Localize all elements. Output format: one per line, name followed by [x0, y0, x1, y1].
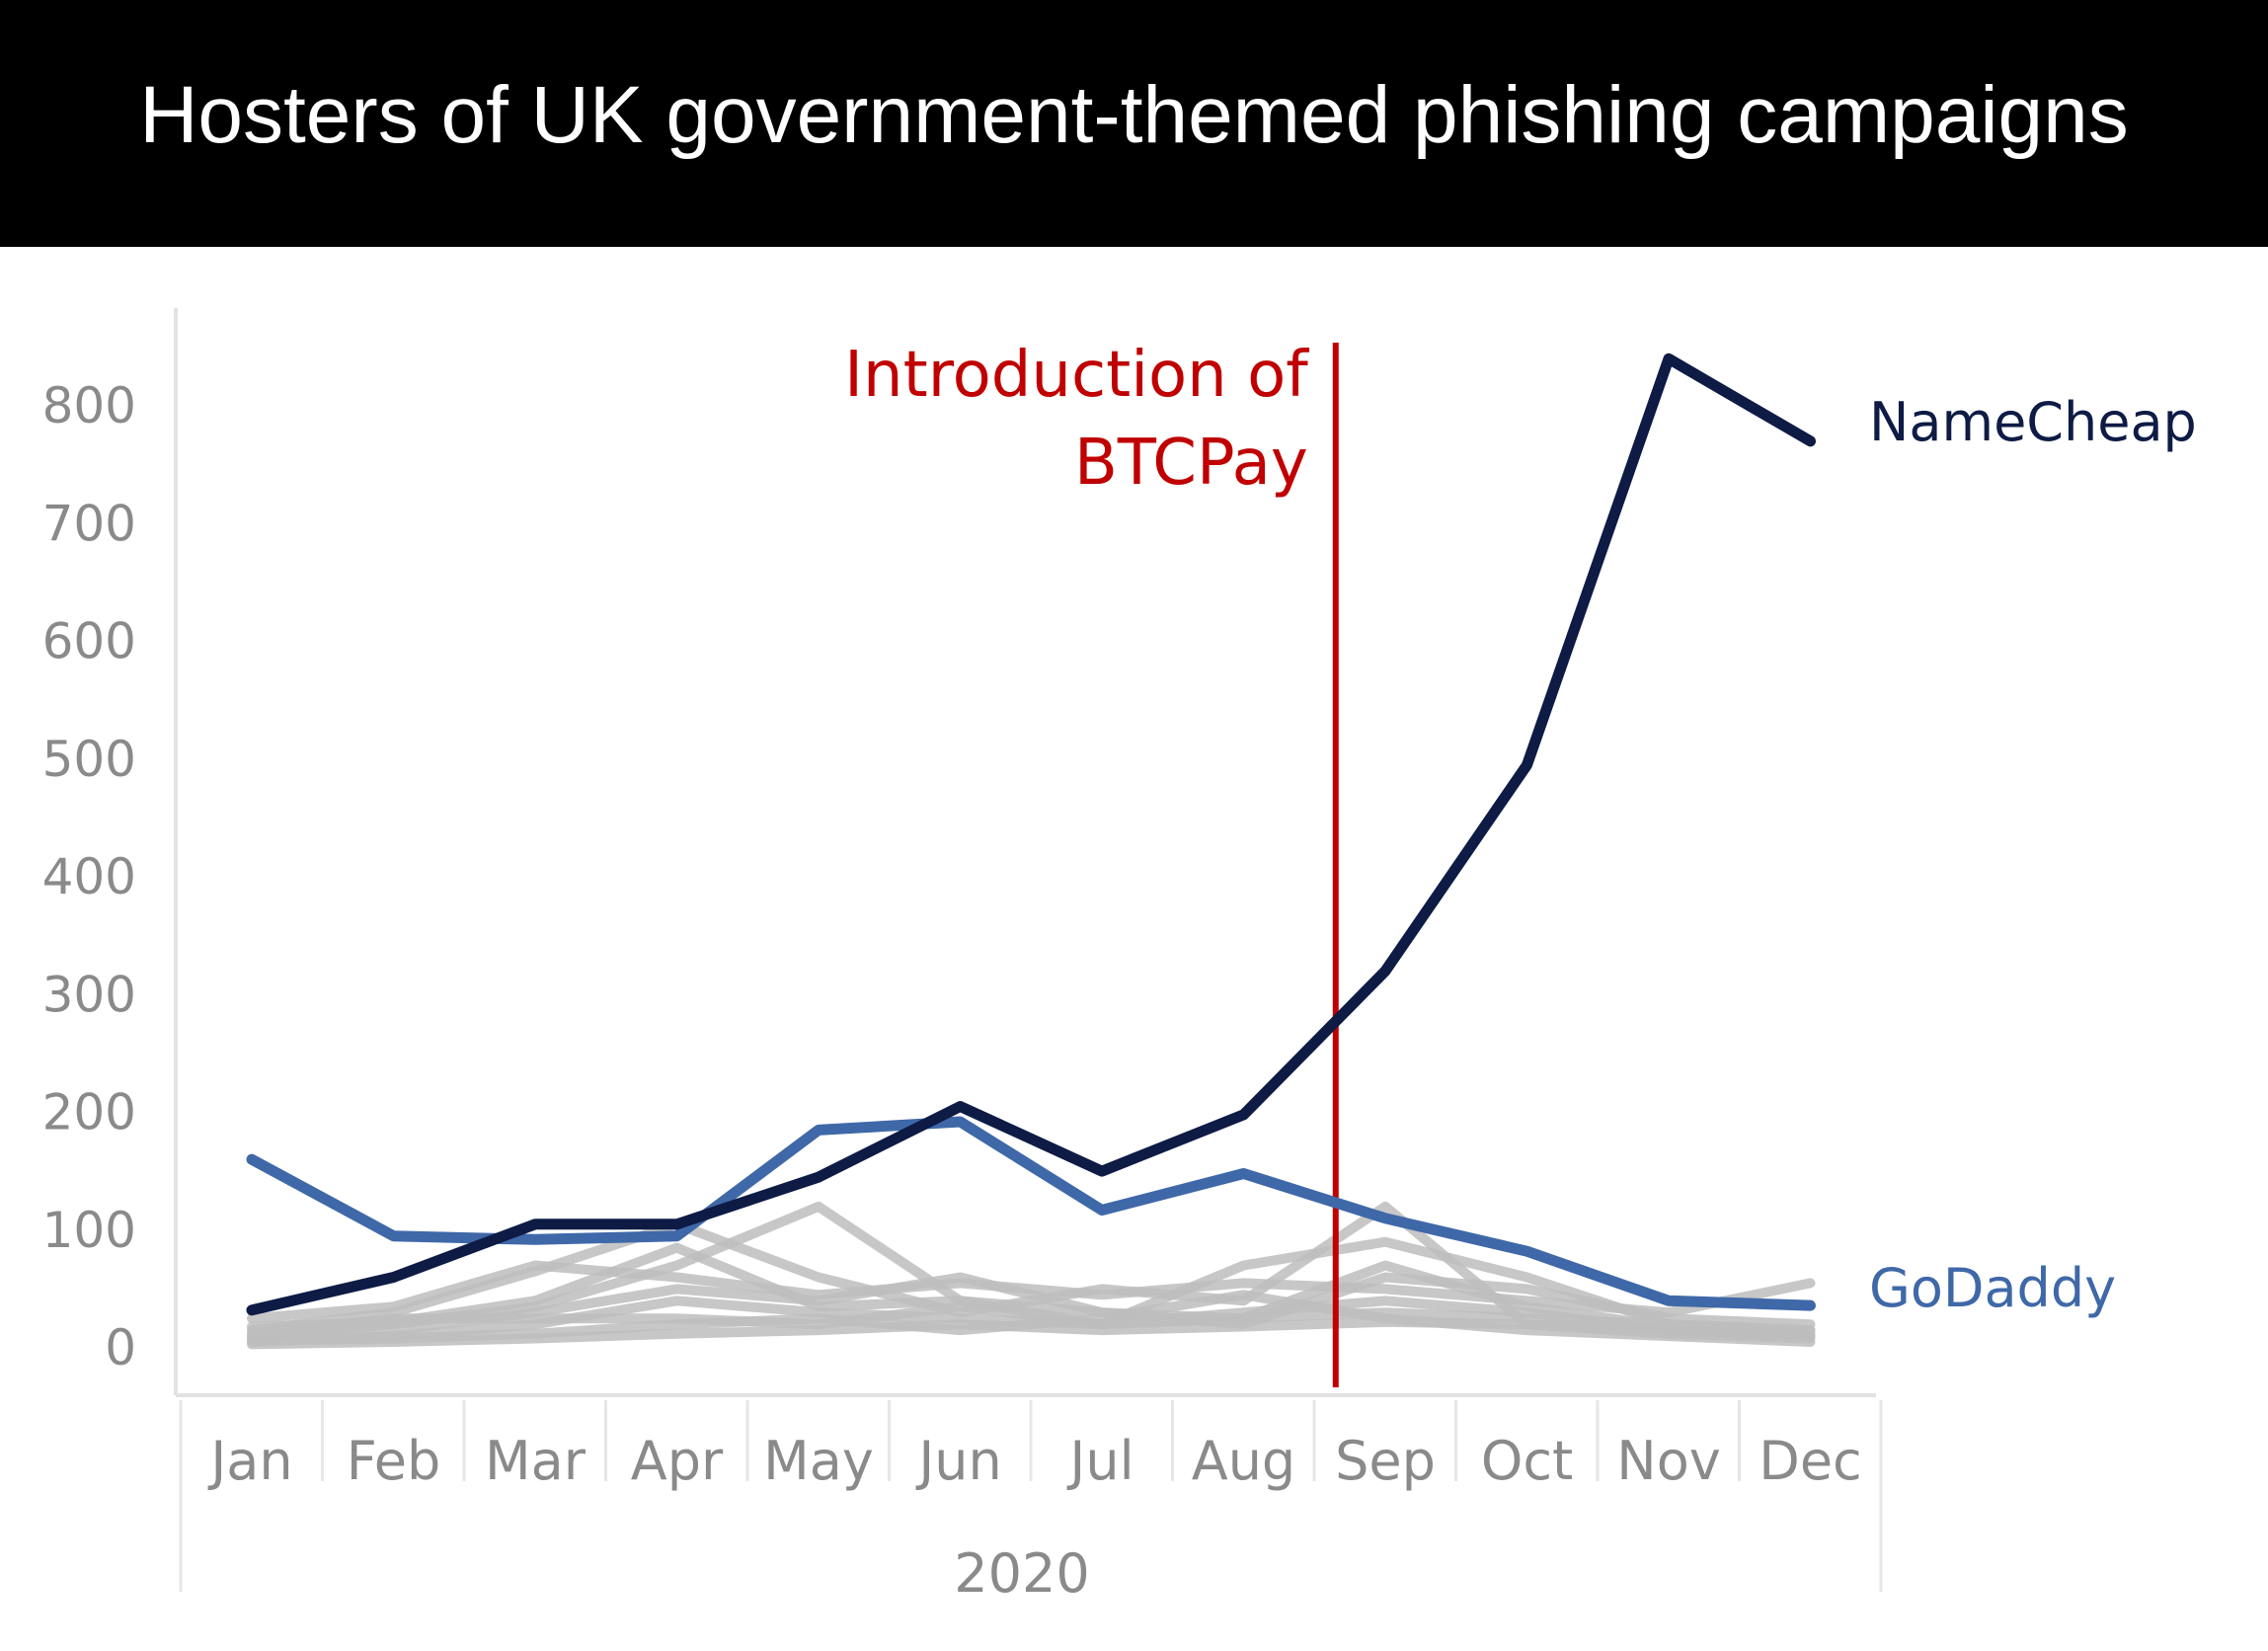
chart-title: Hosters of UK government-themed phishing…	[139, 70, 2129, 160]
annotation-line-1: Introduction of	[844, 339, 1309, 412]
x-tick-label: Dec	[1759, 1430, 1862, 1492]
x-tick-label: Nov	[1616, 1430, 1720, 1492]
y-tick-label: 700	[42, 495, 136, 552]
y-tick-label: 0	[105, 1319, 136, 1376]
y-tick-label: 200	[42, 1084, 136, 1141]
y-tick-label: 400	[42, 848, 136, 905]
y-tick-label: 500	[42, 731, 136, 788]
series-line-namecheap	[246, 353, 1816, 1316]
axes: 0 100 200 300 400 500 600 700 800 Jan Feb Mar Apr May…	[42, 308, 1883, 1605]
series-line-godaddy	[246, 1116, 1816, 1311]
y-tick-label: 100	[42, 1202, 136, 1259]
x-tick-label: Jul	[1066, 1430, 1134, 1492]
series-line-other-4	[247, 1260, 1816, 1324]
x-tick-label: Aug	[1192, 1430, 1295, 1492]
x-tick-label: May	[763, 1430, 874, 1492]
x-axis-title: 2020	[954, 1542, 1089, 1605]
title-bar: Hosters of UK government-themed phishing…	[0, 0, 2268, 247]
annotation-line-2: BTCPay	[1074, 427, 1308, 500]
y-tick-label: 600	[42, 613, 136, 670]
highlighted-hosters-lines	[246, 353, 1816, 1316]
y-tick-label: 800	[42, 377, 136, 434]
x-tick-label: Jan	[207, 1430, 292, 1492]
x-tick-label: Mar	[485, 1430, 587, 1492]
series-label-namecheap: NameCheap	[1869, 391, 2197, 453]
other-hosters-lines	[247, 1201, 1816, 1350]
x-tick-label: Jun	[915, 1430, 1001, 1492]
series-line-other-7	[247, 1301, 1816, 1339]
series-line-other-9	[247, 1242, 1816, 1339]
x-tick-label: Sep	[1335, 1430, 1436, 1492]
labels: Introduction of BTCPay NameCheap GoDaddy	[844, 339, 2197, 1319]
x-tick-label: Feb	[347, 1430, 441, 1492]
series-label-godaddy: GoDaddy	[1869, 1257, 2116, 1319]
x-tick-label: Oct	[1481, 1430, 1573, 1492]
y-tick-label: 300	[42, 966, 136, 1023]
x-tick-label: Apr	[631, 1430, 724, 1492]
series-line-other-10	[247, 1290, 1816, 1347]
